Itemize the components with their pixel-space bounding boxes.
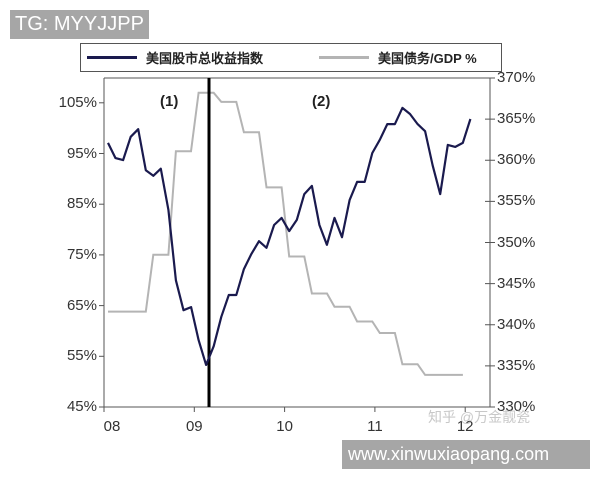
legend-label: 美国债务/GDP % bbox=[378, 51, 477, 66]
left-axis-tick-label: 105% bbox=[58, 93, 97, 111]
left-axis-tick-label: 45% bbox=[66, 398, 97, 415]
x-axis-tick-label: 11 bbox=[367, 418, 383, 435]
right-axis-tick-label: 355% bbox=[497, 192, 536, 210]
axis-ticks bbox=[99, 77, 495, 412]
left-axis-tick-label: 65% bbox=[66, 296, 97, 314]
tg-badge: TG: MYYJJPP bbox=[10, 10, 149, 39]
right-axis-tick-label: 370% bbox=[497, 69, 536, 86]
right-axis-tick-label: 340% bbox=[497, 315, 536, 333]
annotation-1: (1) bbox=[160, 93, 179, 110]
left-axis-tick-label: 85% bbox=[66, 195, 97, 213]
chart-legend: 美国股市总收益指数 美国债务/GDP % bbox=[80, 43, 502, 72]
x-axis-tick-label: 10 bbox=[276, 418, 293, 435]
x-axis-tick-label: 08 bbox=[103, 418, 121, 435]
plot-frame bbox=[103, 77, 491, 408]
legend-item-debt-gdp: 美国债务/GDP % bbox=[319, 44, 477, 71]
zhihu-watermark: 知乎 @万金靓瓷 bbox=[428, 409, 531, 425]
legend-swatch-gray bbox=[319, 56, 369, 59]
right-axis-tick-label: 365% bbox=[497, 110, 536, 128]
left-axis-tick-label: 75% bbox=[66, 245, 97, 263]
right-axis-tick-label: 350% bbox=[497, 233, 536, 251]
right-axis-tick-label: 335% bbox=[497, 356, 536, 374]
annotation-2: (2) bbox=[312, 93, 331, 110]
right-axis-tick-label: 345% bbox=[497, 274, 536, 292]
right-axis-tick-label: 330% bbox=[497, 398, 536, 415]
left-axis-tick-label: 95% bbox=[66, 144, 97, 162]
x-axis-tick-label: 09 bbox=[185, 418, 203, 435]
stock-index-line bbox=[107, 106, 472, 366]
site-banner: www.xinwuxiaopang.com bbox=[342, 440, 590, 469]
x-axis-tick-label: 12 bbox=[456, 418, 474, 435]
debt-gdp-line bbox=[108, 91, 463, 376]
legend-item-stock-index: 美国股市总收益指数 bbox=[87, 44, 263, 71]
legend-swatch-navy bbox=[87, 56, 137, 59]
left-axis-tick-label: 55% bbox=[66, 347, 97, 365]
right-axis-tick-label: 360% bbox=[497, 151, 536, 169]
legend-label: 美国股市总收益指数 bbox=[146, 51, 264, 66]
